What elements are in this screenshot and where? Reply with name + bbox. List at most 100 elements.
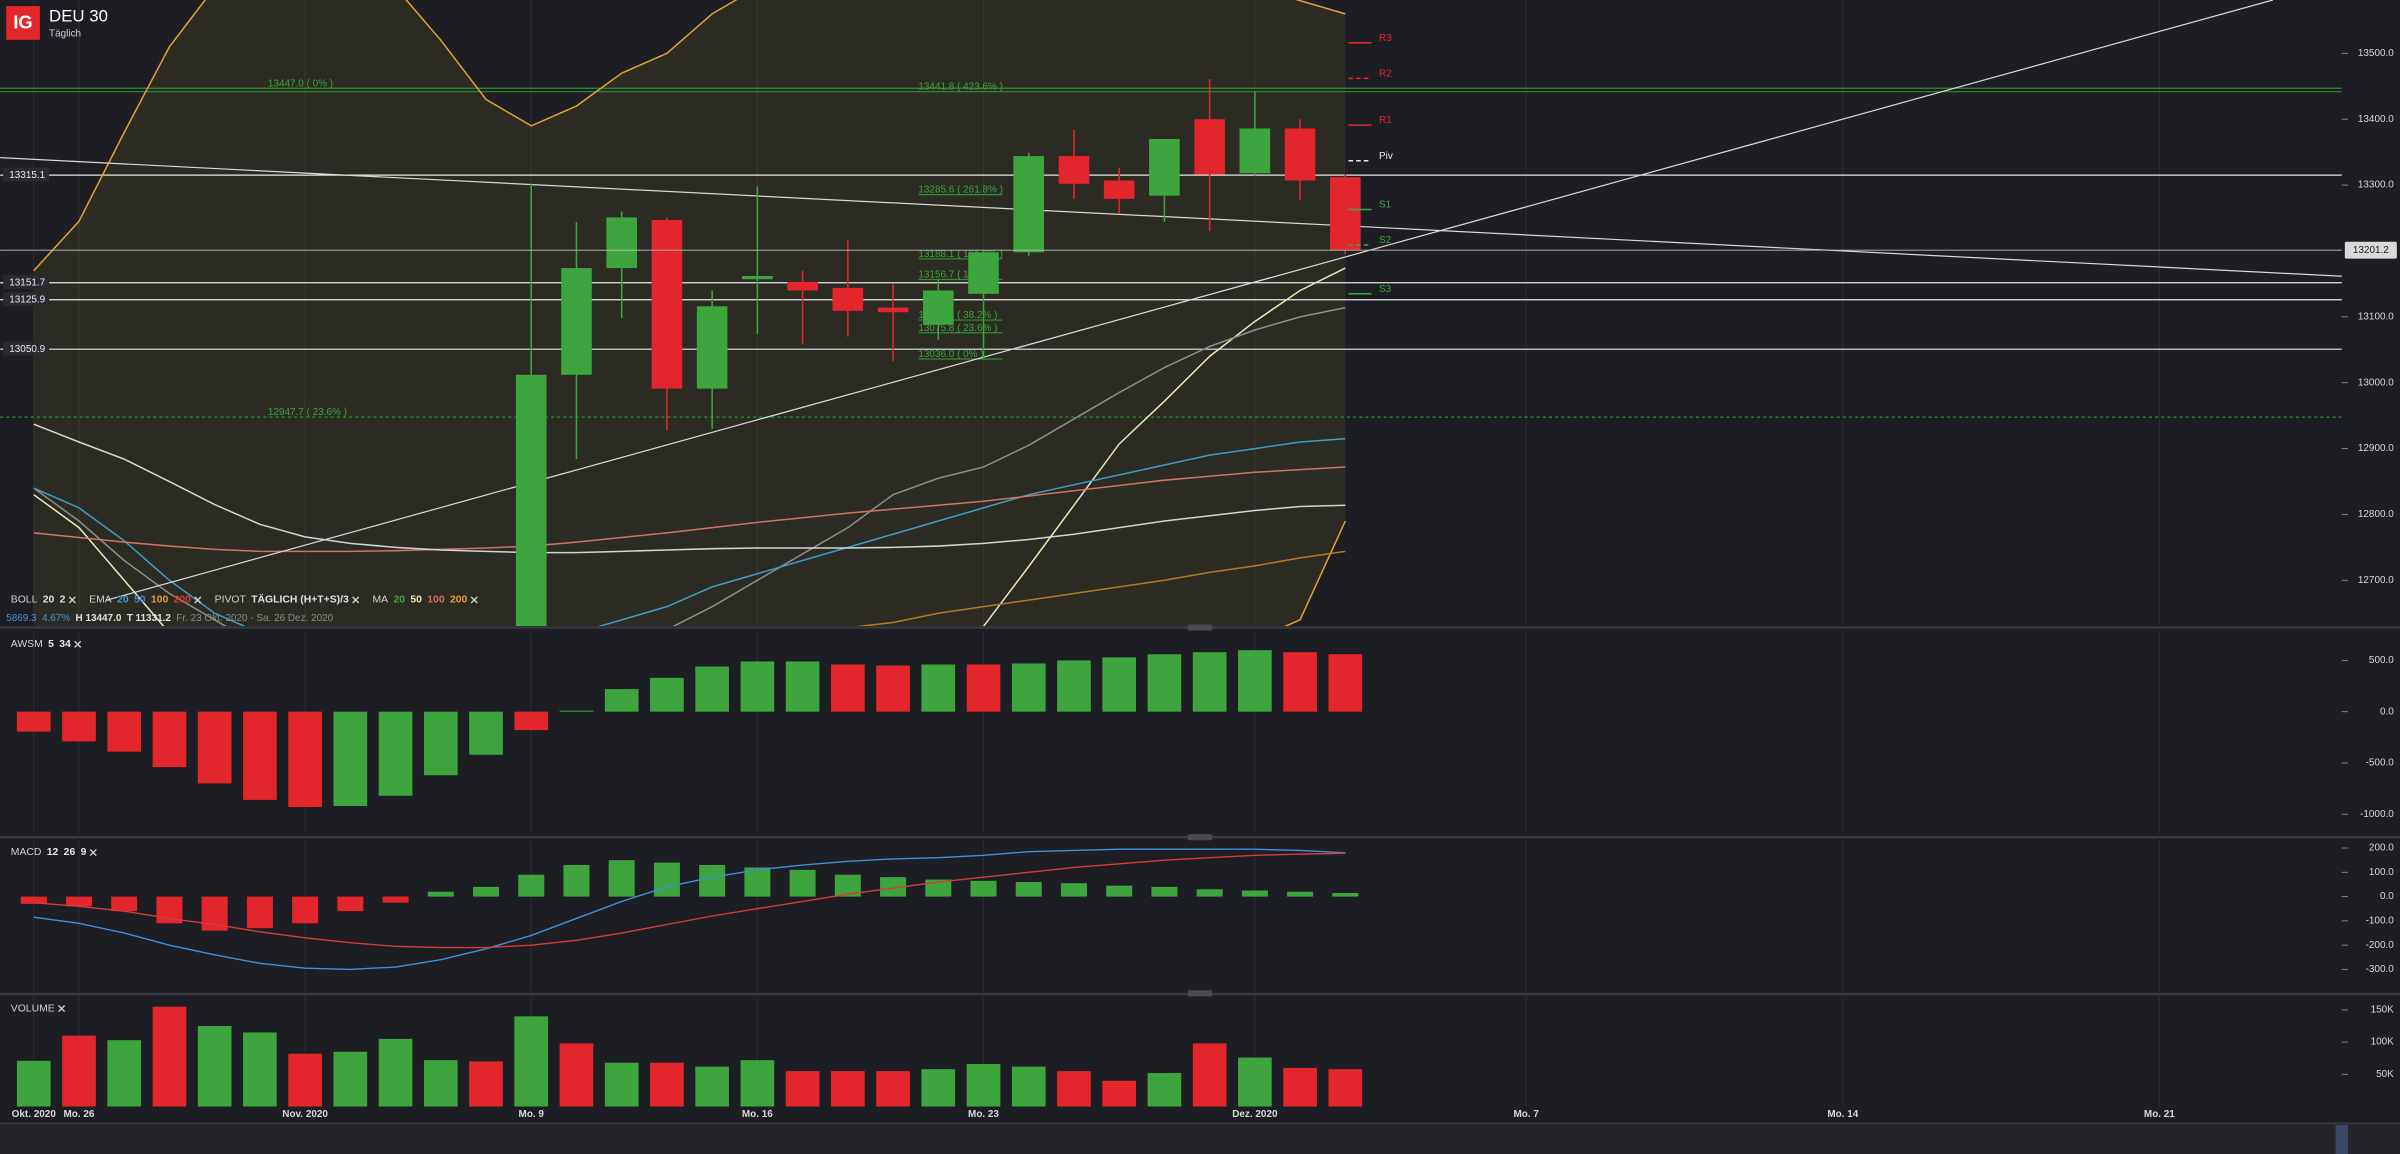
- bar: [1011, 1066, 1046, 1107]
- close-icon[interactable]: [68, 596, 76, 604]
- info-text: 5869.3: [6, 613, 37, 624]
- fib-label: 13095.1 ( 38.2% ): [918, 310, 997, 321]
- bar: [1192, 652, 1227, 712]
- bar: [16, 711, 51, 732]
- candle-body: [742, 275, 773, 280]
- resize-handle[interactable]: [1187, 834, 1213, 841]
- close-icon[interactable]: [194, 596, 202, 604]
- bar: [337, 896, 364, 912]
- close-icon[interactable]: [470, 596, 478, 604]
- bar: [197, 1026, 232, 1107]
- candle-body: [1058, 156, 1090, 184]
- close-icon[interactable]: [58, 1005, 66, 1013]
- indicator-line: [33, 848, 1346, 971]
- x-tick-label: Mo. 16: [742, 1109, 773, 1120]
- pivot-label: S3: [1379, 284, 1392, 295]
- bar: [1238, 1057, 1272, 1107]
- bar: [650, 1062, 684, 1107]
- panel-plot: [16, 632, 2161, 835]
- indicator-name: EMA: [89, 595, 112, 606]
- bar: [1106, 885, 1133, 897]
- x-tick-label: Mo. 23: [968, 1109, 999, 1120]
- bar: [1283, 1067, 1317, 1107]
- panel-param: 34: [59, 639, 71, 650]
- level-tag: [3, 292, 50, 306]
- bar: [608, 860, 635, 897]
- bar: [921, 1069, 956, 1107]
- indicator-param: TÄGLICH (H+T+S)/3: [251, 593, 349, 606]
- panel-param: 9: [81, 847, 87, 858]
- bar: [333, 1051, 368, 1107]
- close-icon[interactable]: [74, 640, 82, 648]
- navigator-window[interactable]: [2335, 1124, 2348, 1154]
- indicator-param: 50: [134, 595, 146, 606]
- pivot-label: S1: [1379, 199, 1392, 210]
- panel-title: MACD: [11, 847, 42, 858]
- bar: [740, 1060, 775, 1107]
- level-label: 13050.9: [9, 344, 45, 355]
- indicator-line: [33, 0, 1346, 272]
- y-tick-label: 0.0: [2380, 706, 2394, 717]
- bar: [699, 865, 726, 897]
- candle-body: [1194, 119, 1225, 175]
- bar: [1147, 654, 1182, 712]
- bar: [427, 891, 454, 897]
- indicator-param: 100: [151, 595, 169, 606]
- bar: [650, 677, 684, 712]
- candle-body: [832, 287, 864, 311]
- close-icon[interactable]: [89, 848, 97, 857]
- fib-label: 13447.0 ( 0% ): [268, 78, 333, 89]
- y-tick-label: -100.0: [2366, 915, 2395, 926]
- panel-param: 26: [64, 847, 76, 858]
- candle-body: [1103, 180, 1135, 199]
- indicator-line: [33, 423, 1346, 554]
- y-tick-label: 13300.0: [2358, 180, 2394, 191]
- indicator-name: MA: [372, 595, 388, 606]
- pivot-label: Piv: [1379, 151, 1393, 162]
- y-tick-label: 12900.0: [2358, 443, 2394, 454]
- indicator-name: BOLL: [11, 595, 38, 606]
- bar: [1011, 663, 1046, 712]
- bar: [1060, 883, 1087, 897]
- bar: [789, 869, 816, 897]
- indicator-line: [33, 306, 1346, 626]
- y-tick-label: 12800.0: [2358, 509, 2394, 520]
- last-price-tag: [2344, 241, 2397, 259]
- fib-label: 13188.1 ( 161.8% ): [918, 249, 1003, 260]
- candle-body: [877, 307, 909, 313]
- indicator-name: PIVOT: [215, 595, 247, 606]
- last-price-label: 13201.2: [2353, 245, 2389, 256]
- candle-body: [1330, 177, 1361, 251]
- bar: [966, 1064, 1001, 1107]
- resize-handle[interactable]: [1187, 990, 1213, 997]
- candle-body: [1149, 138, 1180, 196]
- indicator-param: 200: [174, 595, 192, 606]
- level-tag: [3, 341, 50, 356]
- y-tick-label: -1000.0: [2360, 809, 2394, 820]
- candle-body: [1013, 156, 1045, 253]
- indicator-line: [33, 437, 1346, 626]
- bar: [876, 665, 910, 712]
- indicator-param: 20: [117, 595, 129, 606]
- bar: [1015, 882, 1042, 897]
- candle-body: [651, 220, 683, 389]
- bar: [243, 1032, 277, 1107]
- level-tag: [3, 275, 50, 289]
- fib-label: 13036.0 ( 0% ): [918, 349, 983, 360]
- bar: [785, 661, 820, 712]
- logo-text: IG: [13, 12, 32, 33]
- panel-title: VOLUME: [11, 1003, 55, 1014]
- resize-handle[interactable]: [1187, 624, 1213, 631]
- fib-label: 13441.8 ( 423.6% ): [918, 82, 1003, 93]
- x-tick-label: Mo. 9: [519, 1109, 545, 1120]
- candle-body: [1239, 128, 1271, 174]
- bar: [378, 711, 413, 796]
- bar: [1102, 657, 1137, 712]
- navigator[interactable]: [0, 1123, 2400, 1154]
- close-icon[interactable]: [352, 596, 360, 604]
- bar: [1332, 892, 1359, 897]
- bar: [378, 1038, 413, 1107]
- bar: [292, 896, 319, 924]
- y-tick-label: 13500.0: [2358, 48, 2394, 59]
- bar: [834, 874, 861, 897]
